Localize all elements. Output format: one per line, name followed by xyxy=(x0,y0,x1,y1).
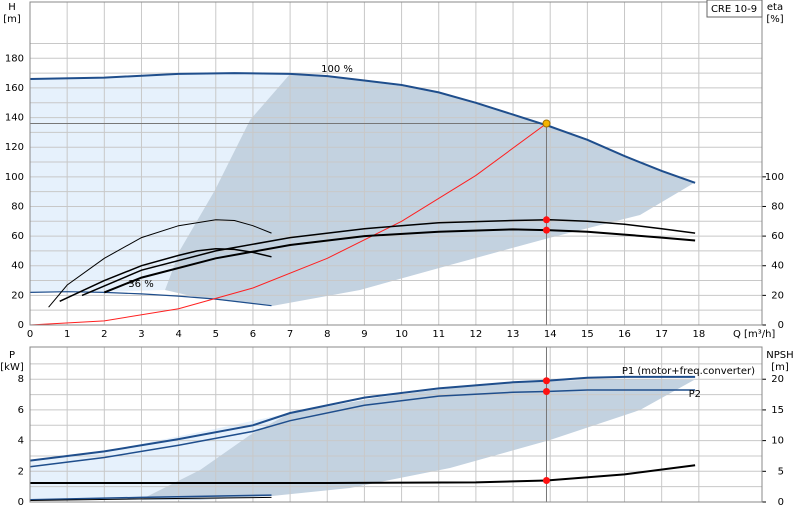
y2-axis-title: [m] xyxy=(771,362,789,373)
y-axis-title: [kW] xyxy=(0,362,24,373)
y2-tick-label: 100 xyxy=(765,172,784,183)
x-tick-label: 13 xyxy=(507,329,520,340)
y2-tick-label: 40 xyxy=(771,261,784,272)
curve xyxy=(81,219,696,297)
operating-point xyxy=(542,388,550,396)
y-axis-title: P xyxy=(9,350,15,361)
curve xyxy=(29,291,272,307)
operating-point xyxy=(542,216,550,224)
range-light xyxy=(30,413,290,500)
x-tick-label: 7 xyxy=(287,329,293,340)
x-tick-label: 16 xyxy=(618,329,631,340)
x-tick-label: 12 xyxy=(470,329,483,340)
y2-tick-label: 5 xyxy=(778,466,784,477)
curve xyxy=(29,72,696,184)
y-tick-label: 6 xyxy=(18,405,24,416)
y2-tick-label: 10 xyxy=(771,436,784,447)
y2-tick-label: 20 xyxy=(771,374,784,385)
curve xyxy=(29,375,696,462)
x-tick-label: 4 xyxy=(175,329,181,340)
x-tick-label: 6 xyxy=(250,329,256,340)
y-tick-label: 160 xyxy=(5,83,24,94)
y-tick-label: 180 xyxy=(5,53,24,64)
plot-frame xyxy=(29,1,763,326)
curve xyxy=(59,247,272,302)
y-tick-label: 120 xyxy=(5,142,24,153)
x-axis-title: Q [m³/h] xyxy=(733,329,775,340)
curve xyxy=(103,228,696,294)
x-tick-label: 9 xyxy=(361,329,367,340)
x-tick-label: 10 xyxy=(395,329,408,340)
series-label: 36 % xyxy=(128,279,153,290)
y-tick-label: 80 xyxy=(11,201,24,212)
product-name: CRE 10-9 xyxy=(711,4,757,15)
y2-tick-label: 80 xyxy=(771,201,784,212)
y-tick-label: 0 xyxy=(18,497,24,508)
y2-tick-label: 60 xyxy=(771,231,784,242)
y-axis-title: [m] xyxy=(3,14,21,25)
curve xyxy=(29,496,272,501)
series-label: P1 (motor+freq.converter) xyxy=(622,366,755,377)
series-label: P2 xyxy=(689,389,701,400)
plot-frame xyxy=(29,346,763,503)
curve xyxy=(29,389,696,468)
y-tick-label: 140 xyxy=(5,113,24,124)
y2-tick-label: 0 xyxy=(778,497,784,508)
x-tick-label: 3 xyxy=(138,329,144,340)
x-tick-label: 8 xyxy=(324,329,330,340)
curve xyxy=(48,219,272,308)
y2-tick-label: 15 xyxy=(771,405,784,416)
x-tick-label: 17 xyxy=(655,329,668,340)
y-tick-label: 20 xyxy=(11,290,24,301)
y-tick-label: 60 xyxy=(11,231,24,242)
product-box xyxy=(706,0,763,18)
y2-axis-title: NPSH xyxy=(766,350,793,361)
series-label: 100 % xyxy=(321,64,353,75)
y2-tick-label: 0 xyxy=(778,320,784,331)
operating-point xyxy=(542,226,550,234)
x-tick-label: 2 xyxy=(101,329,107,340)
y-tick-label: 100 xyxy=(5,172,24,183)
y-tick-label: 8 xyxy=(18,374,24,385)
y-tick-label: 0 xyxy=(18,320,24,331)
x-tick-label: 5 xyxy=(213,329,219,340)
operating-point xyxy=(542,377,550,385)
y2-tick-label: 20 xyxy=(771,290,784,301)
x-tick-label: 1 xyxy=(64,329,70,340)
y-axis-title: H xyxy=(8,2,16,13)
curve xyxy=(29,494,272,501)
range-light xyxy=(30,73,290,292)
curve xyxy=(30,464,696,484)
range-gray xyxy=(140,379,694,500)
x-tick-label: 15 xyxy=(581,329,594,340)
y2-axis-title: eta xyxy=(767,2,783,13)
y-tick-label: 4 xyxy=(18,436,24,447)
x-tick-label: 0 xyxy=(27,329,33,340)
x-tick-label: 14 xyxy=(544,329,557,340)
y-tick-label: 40 xyxy=(11,261,24,272)
y2-axis-title: [%] xyxy=(766,14,783,25)
operating-point xyxy=(542,477,550,485)
curve xyxy=(29,123,547,326)
x-tick-label: 11 xyxy=(432,329,445,340)
x-tick-label: 18 xyxy=(692,329,705,340)
operating-point xyxy=(542,119,551,128)
y-tick-label: 2 xyxy=(18,466,24,477)
